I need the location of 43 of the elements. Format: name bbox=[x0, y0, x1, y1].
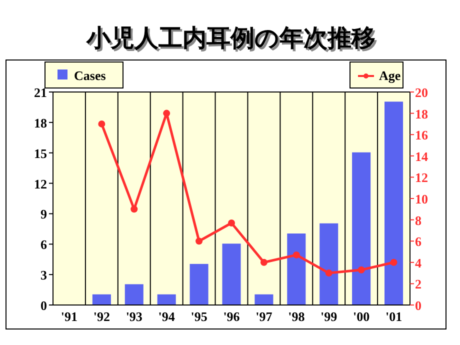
point bbox=[163, 110, 170, 117]
y-tick-label: 21 bbox=[34, 85, 47, 100]
x-tick-label: '91 bbox=[60, 309, 78, 324]
x-tick-label: '97 bbox=[256, 309, 273, 324]
y2-tick-label: 2 bbox=[415, 276, 422, 292]
y2-tick-label: 12 bbox=[415, 170, 428, 186]
x-tick-label: '99 bbox=[320, 309, 338, 324]
legend-label: Cases bbox=[74, 68, 106, 83]
point bbox=[260, 258, 268, 266]
point bbox=[196, 238, 203, 245]
x-tick-label: '93 bbox=[126, 309, 143, 324]
y-tick-label: 18 bbox=[34, 115, 48, 130]
x-tick-label: '96 bbox=[223, 309, 240, 324]
y2-tick-label: 6 bbox=[415, 234, 422, 250]
legend-label: Age bbox=[379, 68, 401, 83]
point bbox=[358, 266, 365, 274]
y-tick-label: 6 bbox=[40, 237, 48, 252]
y2-tick-label: 20 bbox=[415, 85, 428, 100]
point bbox=[228, 219, 235, 226]
y2-tick-label: 16 bbox=[415, 128, 428, 143]
point bbox=[390, 258, 398, 266]
y2-tick-label: 4 bbox=[415, 255, 422, 270]
x-tick-label: '92 bbox=[93, 309, 110, 324]
y-tick-label: 9 bbox=[40, 206, 48, 222]
y-tick-label: 15 bbox=[34, 146, 48, 161]
y2-tick-label: 18 bbox=[415, 106, 428, 122]
x-tick-label: '95 bbox=[190, 309, 208, 324]
y2-tick-label: 10 bbox=[415, 192, 428, 206]
x-tick-label: '94 bbox=[158, 309, 176, 324]
y-tick-label: 0 bbox=[40, 298, 47, 313]
point bbox=[130, 206, 138, 213]
x-tick-label: '01 bbox=[385, 309, 402, 324]
point bbox=[325, 270, 332, 277]
x-tick-label: '00 bbox=[353, 309, 370, 324]
y2-tick-label: 8 bbox=[415, 212, 422, 228]
point bbox=[98, 120, 106, 128]
point bbox=[292, 251, 300, 258]
y2-tick-label: 0 bbox=[415, 298, 422, 313]
y-tick-label: 12 bbox=[34, 176, 47, 192]
x-tick-label: '98 bbox=[288, 309, 306, 324]
chart-title: 小児人工内耳例の年次推移 bbox=[88, 26, 378, 54]
y2-tick-label: 14 bbox=[415, 148, 428, 164]
y-tick-label: 3 bbox=[40, 268, 48, 283]
